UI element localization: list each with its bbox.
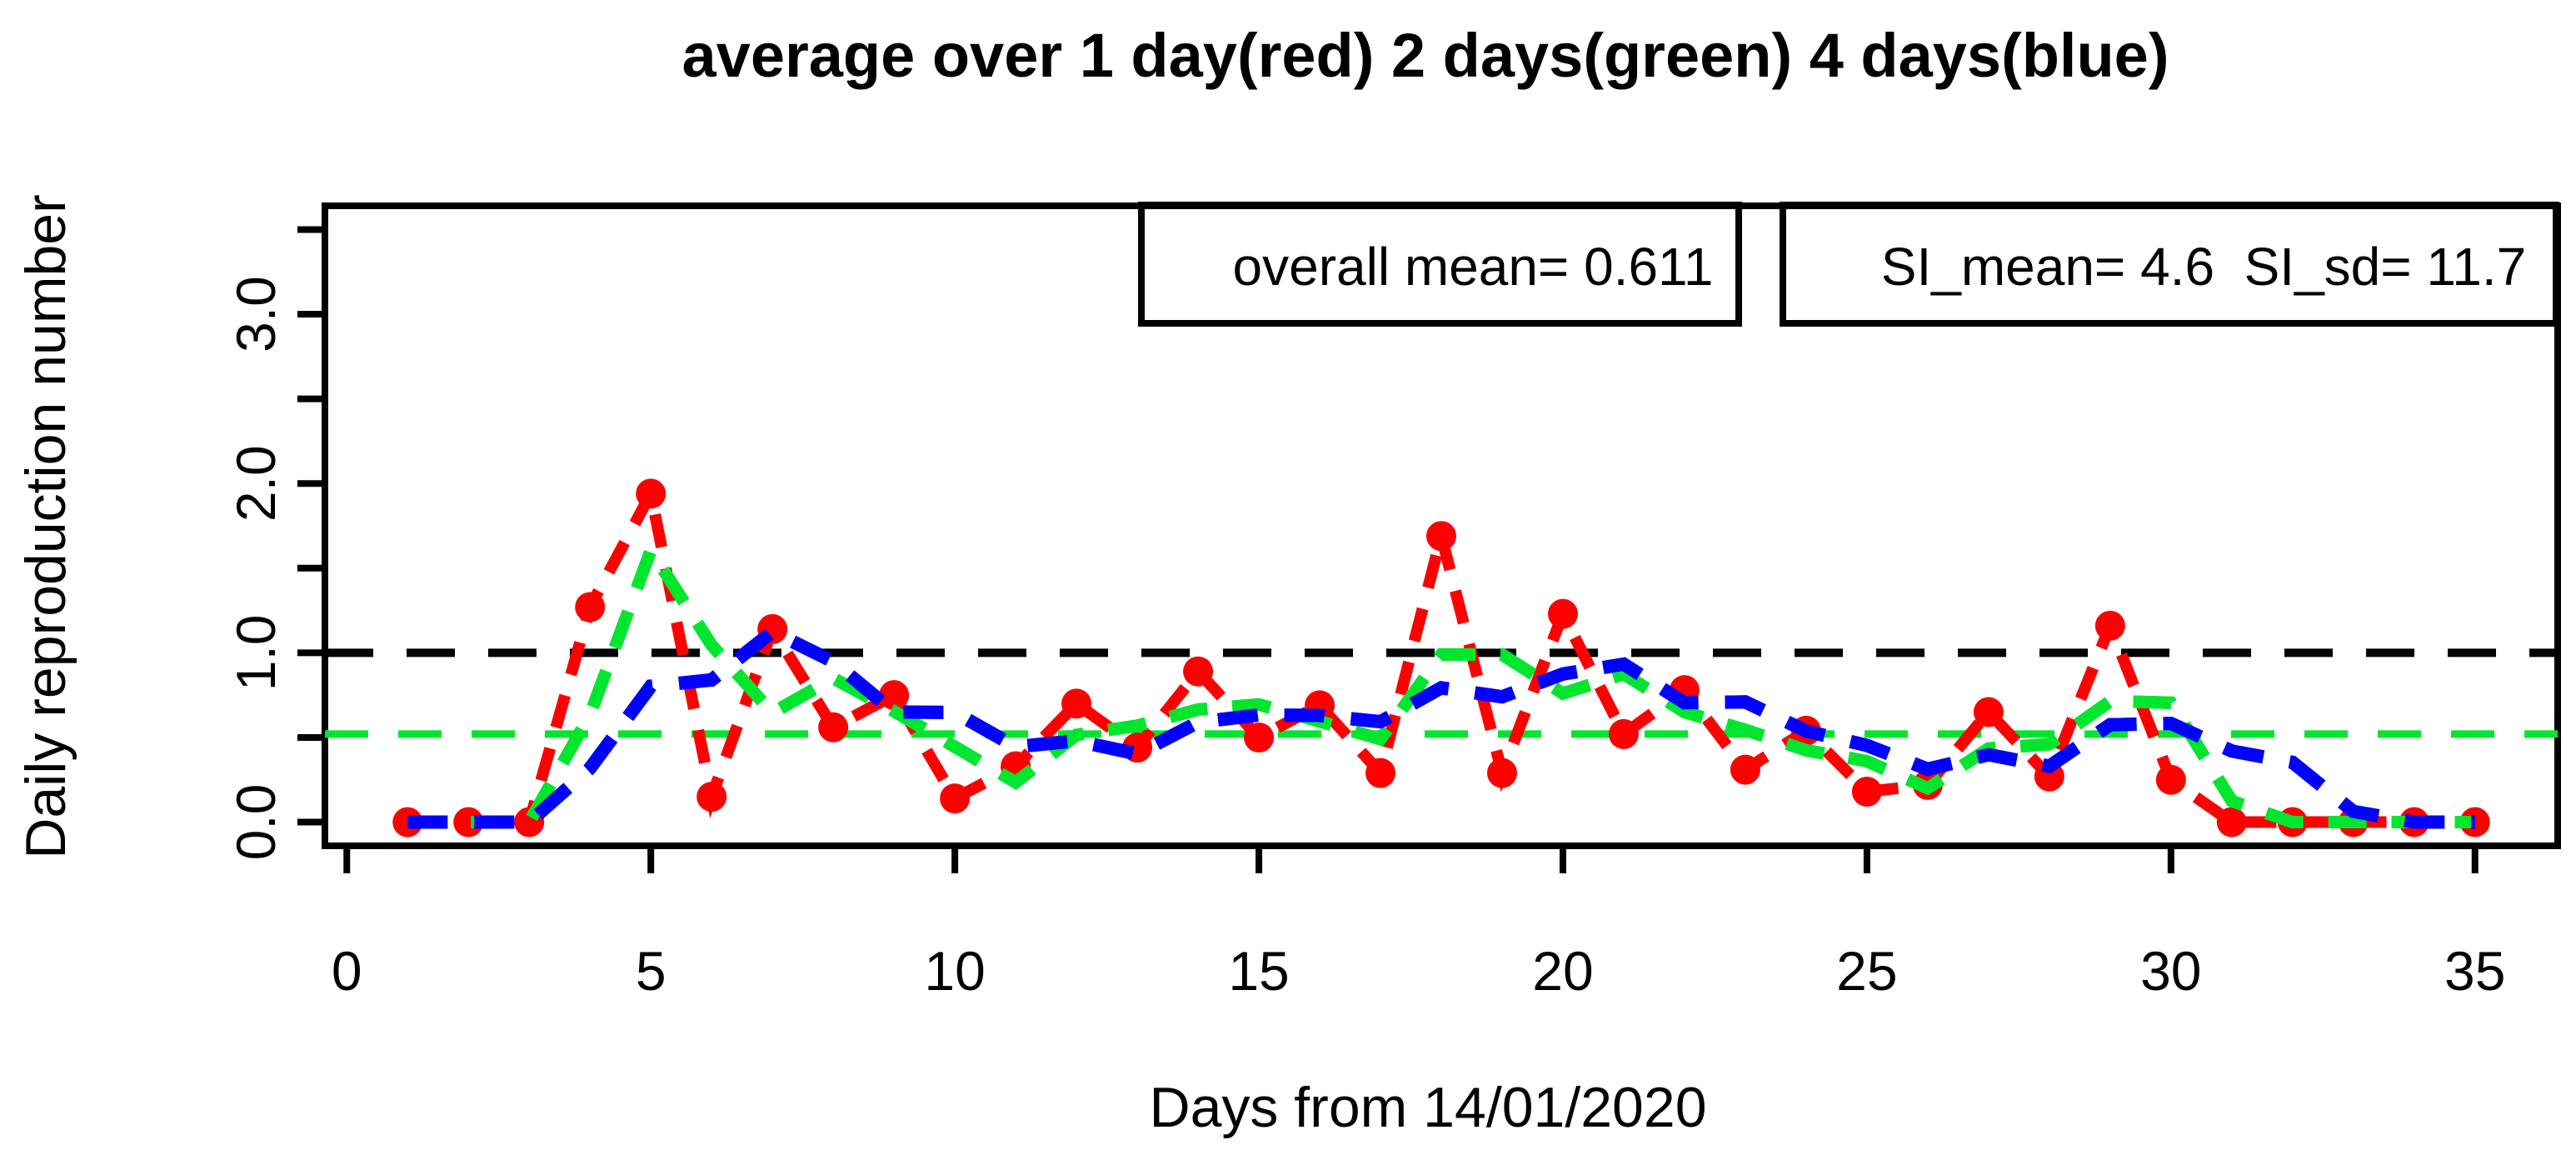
data-point (1851, 776, 1882, 807)
data-point (1608, 718, 1639, 749)
plot-content: 0 5 10 15 20 25 30 35 0.0 1.0 2.0 3.0 (225, 226, 2558, 1002)
y-tick-label: 2.0 (225, 445, 287, 522)
x-tick-label: 15 (1228, 940, 1289, 1002)
si-params-text: SI_mean= 4.6 SI_sd= 11.7 (1881, 237, 2526, 297)
chart-title: average over 1 day(red) 2 days(green) 4 … (682, 21, 2169, 90)
data-point (575, 592, 606, 622)
data-point (1183, 656, 1214, 687)
y-tick-label: 0.0 (225, 784, 287, 861)
overall-mean-box (1138, 202, 1742, 327)
data-point (1730, 754, 1760, 785)
data-point (1486, 758, 1517, 788)
data-point (1244, 722, 1275, 752)
x-tick-label: 10 (924, 940, 985, 1002)
y-tick-label: 3.0 (225, 276, 287, 352)
data-point (2216, 807, 2247, 838)
x-tick-label: 25 (1836, 940, 1897, 1002)
data-point (1547, 598, 1578, 629)
x-tick-label: 20 (1532, 940, 1593, 1002)
data-point (2155, 764, 2186, 795)
data-point (879, 680, 910, 711)
x-tick-label: 5 (636, 940, 666, 1002)
x-tick-label: 35 (2444, 940, 2505, 1002)
x-axis-label: Days from 14/01/2020 (1149, 1076, 1706, 1139)
series-line-top-2 (407, 623, 2475, 829)
x-tick-label: 30 (2140, 940, 2201, 1002)
y-tick-label: 1.0 (225, 615, 287, 692)
y-axis-label: Daily reproduction number (14, 194, 77, 859)
data-point (636, 478, 666, 509)
data-point (1973, 697, 2004, 728)
si-params-box (1780, 202, 2559, 327)
series-line-top-1 (407, 536, 2475, 829)
data-point (453, 807, 484, 838)
data-point (1426, 521, 1456, 552)
data-point (1061, 688, 1092, 719)
data-point (1365, 758, 1396, 788)
data-point (818, 712, 849, 742)
data-point (2094, 610, 2125, 641)
overall-mean-text: overall mean= 0.611 (1233, 237, 1714, 297)
data-point (940, 783, 971, 814)
x-tick-label: 0 (332, 940, 362, 1002)
data-point (696, 782, 727, 812)
